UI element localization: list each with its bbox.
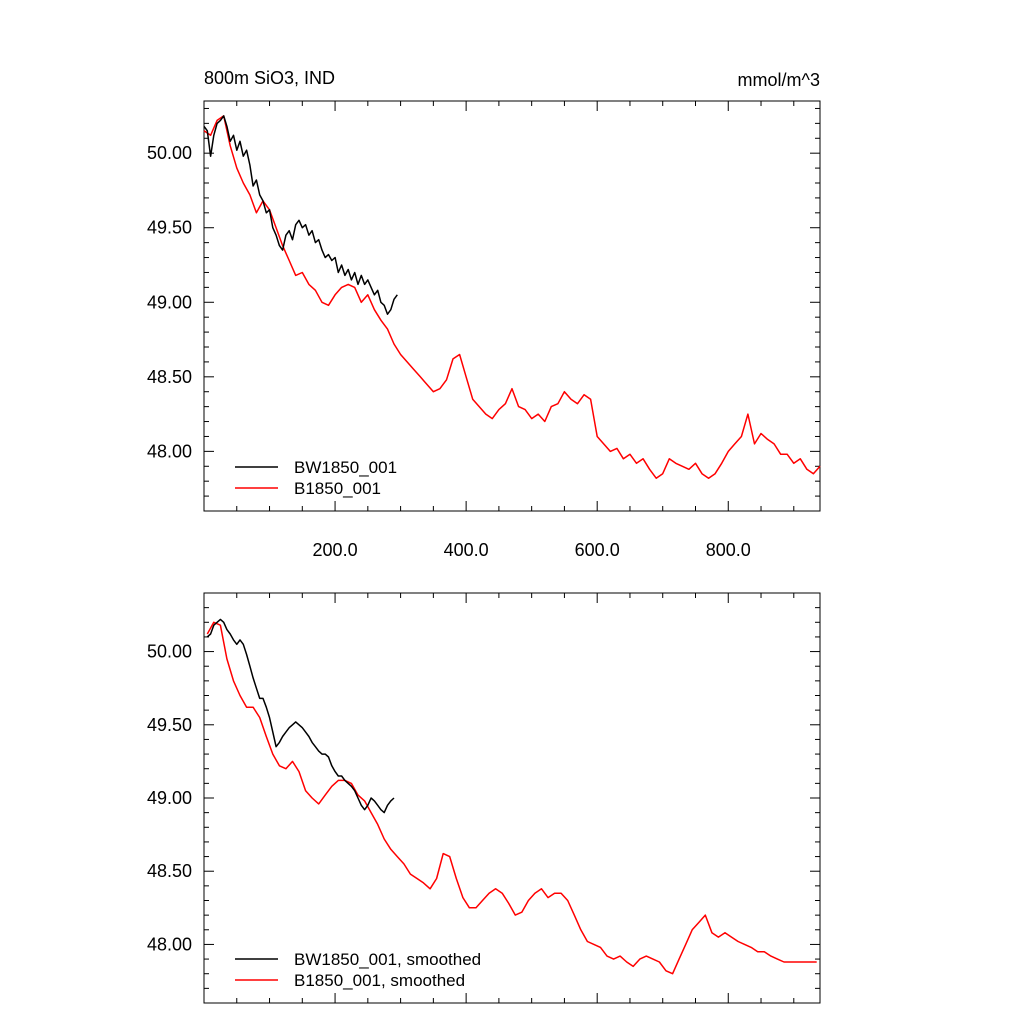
x-tick-label: 800.0: [706, 540, 751, 560]
x-tick-label: 400.0: [444, 540, 489, 560]
axis-ticks: [204, 592, 820, 1004]
chart-title: 800m SiO3, IND: [204, 68, 335, 88]
top-panel: 800m SiO3, IND mmol/m^3 48.0048.5049.004…: [147, 68, 821, 560]
plot-frame: [203, 592, 821, 1004]
legend-label: BW1850_001, smoothed: [294, 950, 481, 969]
legend-label: B1850_001, smoothed: [294, 971, 465, 990]
y-tick-label: 49.50: [147, 715, 192, 735]
y-axis-labels: 48.00 48.50 49.00 49.50 50.00: [147, 143, 192, 461]
y-tick-label: 48.00: [147, 441, 192, 461]
axis-ticks: [204, 101, 820, 512]
y-axis-labels: 48.00 48.50 49.00 49.50 50.00: [147, 642, 192, 955]
x-tick-label: 200.0: [313, 540, 358, 560]
series-line: [206, 621, 817, 975]
legend: BW1850_001 B1850_001: [235, 458, 397, 498]
plot-frame: [203, 100, 821, 512]
y-tick-label: 50.00: [147, 642, 192, 662]
x-axis-labels: 200.0 400.0 600.0 800.0: [313, 540, 751, 560]
y-tick-label: 49.50: [147, 218, 192, 238]
y-tick-label: 48.50: [147, 367, 192, 387]
y-tick-label: 48.00: [147, 934, 192, 954]
units-label: mmol/m^3: [738, 70, 820, 90]
bottom-panel: 48.00 48.50 49.00 49.50 50.00 BW1850_001, sm…: [147, 592, 821, 1004]
legend-label: B1850_001: [294, 479, 381, 498]
series-line: [203, 115, 821, 479]
y-tick-label: 50.00: [147, 143, 192, 163]
y-tick-label: 49.00: [147, 788, 192, 808]
y-tick-label: 49.00: [147, 292, 192, 312]
x-tick-label: 600.0: [575, 540, 620, 560]
legend: BW1850_001, smoothed B1850_001, smoothed: [235, 950, 481, 990]
legend-label: BW1850_001: [294, 458, 397, 477]
series-lines: [206, 618, 817, 975]
y-tick-label: 48.50: [147, 861, 192, 881]
series-line: [206, 618, 395, 814]
series-line: [203, 115, 398, 315]
series-lines: [203, 115, 821, 479]
